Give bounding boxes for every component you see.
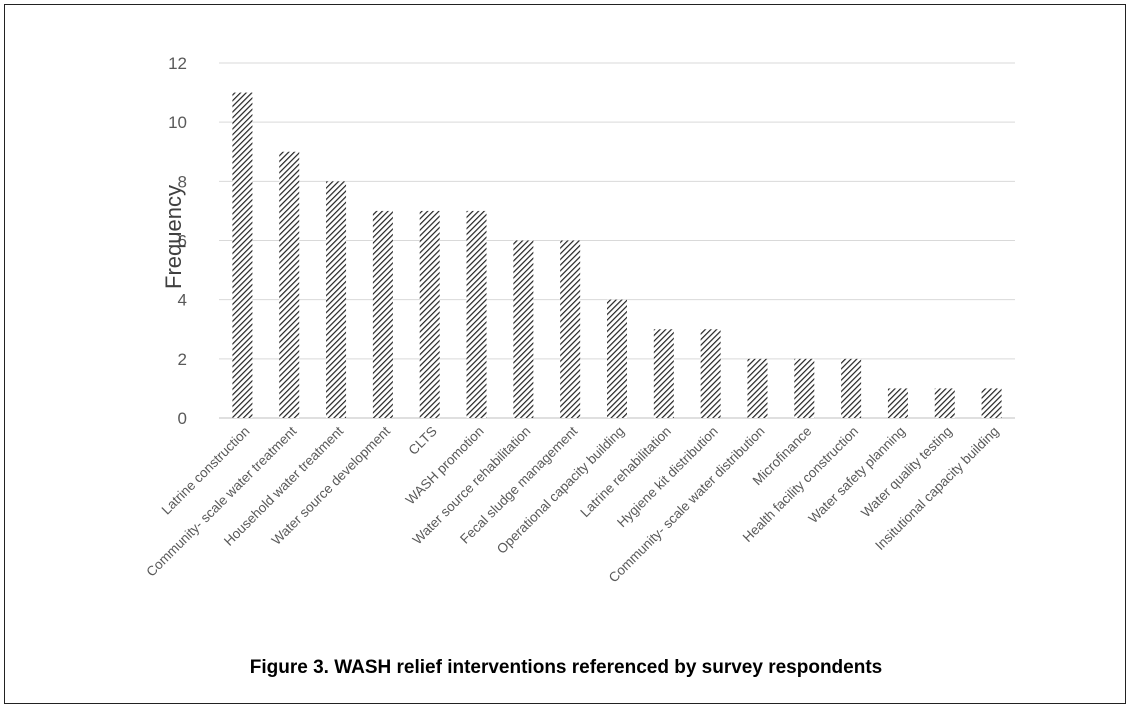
bar: [372, 210, 393, 418]
bar-chart: 0 2 4 6 8 10 12 Latrine constructionCommunity-…: [143, 54, 1015, 585]
figure-caption: Figure 3. WASH relief interventions refe…: [249, 657, 883, 678]
y-tick-label: 12: [168, 54, 187, 73]
bar: [653, 329, 674, 418]
y-tick-label: 2: [178, 350, 187, 369]
y-tick-label: 10: [168, 113, 187, 132]
bar: [232, 92, 253, 418]
bar: [419, 210, 440, 418]
figure-frame: 0 2 4 6 8 10 12 Latrine construction Community-…: [4, 4, 1126, 704]
x-tick-label: CLTS: [406, 424, 440, 458]
bars: [232, 92, 1002, 418]
y-tick-labels: 0 2 4 6 8 10 12: [168, 54, 187, 428]
bar: [747, 358, 768, 418]
y-tick-label: 8: [178, 172, 187, 191]
bar: [560, 240, 581, 418]
y-tick-label: 4: [178, 291, 187, 310]
bar: [326, 181, 347, 418]
x-tick-label: Latrine rehabilitation: [577, 424, 674, 521]
bar: [934, 388, 955, 418]
bar: [887, 388, 908, 418]
x-tick-label: Latrine construction: [159, 424, 253, 518]
bar: [794, 358, 815, 418]
y-tick-label: 0: [178, 409, 187, 428]
x-tick-label: Water quality testing: [858, 424, 955, 521]
bar: [700, 329, 721, 418]
bar: [466, 210, 487, 418]
y-axis-label: Frequency: [161, 185, 186, 289]
bar: [513, 240, 534, 418]
y-tick-label: 6: [178, 232, 187, 251]
bar: [841, 358, 862, 418]
bar: [607, 299, 627, 418]
bar: [279, 151, 300, 418]
bar: [981, 388, 1002, 418]
